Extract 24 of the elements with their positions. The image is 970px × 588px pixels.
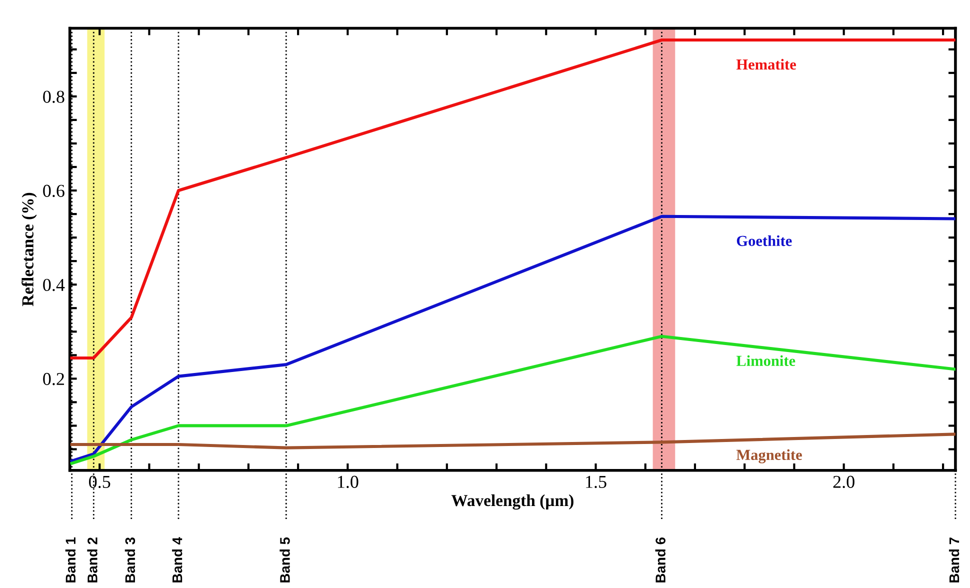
y-tick-label: 0.8 — [43, 90, 64, 103]
ref-line-label: Band 6 — [655, 537, 666, 582]
series-label: Magnetite — [736, 449, 802, 464]
series-label: Goethite — [736, 235, 792, 246]
ref-line-label: Band 1 — [65, 537, 76, 582]
x-axis-title: Wavelength (µm) — [451, 494, 574, 510]
line-series — [70, 432, 956, 450]
line-series — [70, 334, 956, 465]
x-tick-label: 1.5 — [586, 476, 606, 488]
x-tick-label: 2.0 — [833, 476, 854, 488]
ref-line-label: Band 4 — [172, 537, 182, 582]
ref-line-label: Band 5 — [280, 537, 290, 582]
x-tick-label: 1.0 — [338, 476, 358, 488]
y-tick-label: 0.2 — [43, 372, 64, 386]
y-tick-label: 0.6 — [43, 184, 64, 198]
ref-line-label: Band 7 — [948, 538, 960, 582]
ref-line-label: Band 3 — [124, 537, 136, 582]
line-series — [70, 214, 956, 463]
ref-line-label: Band 2 — [87, 538, 98, 582]
y-tick-label: 0.4 — [43, 278, 65, 292]
y-axis-title: Reflectance (%) — [22, 192, 37, 306]
series-label: Hematite — [736, 58, 796, 70]
x-tick-label: 0.5 — [89, 476, 110, 488]
series-label: Limonite — [736, 355, 796, 366]
